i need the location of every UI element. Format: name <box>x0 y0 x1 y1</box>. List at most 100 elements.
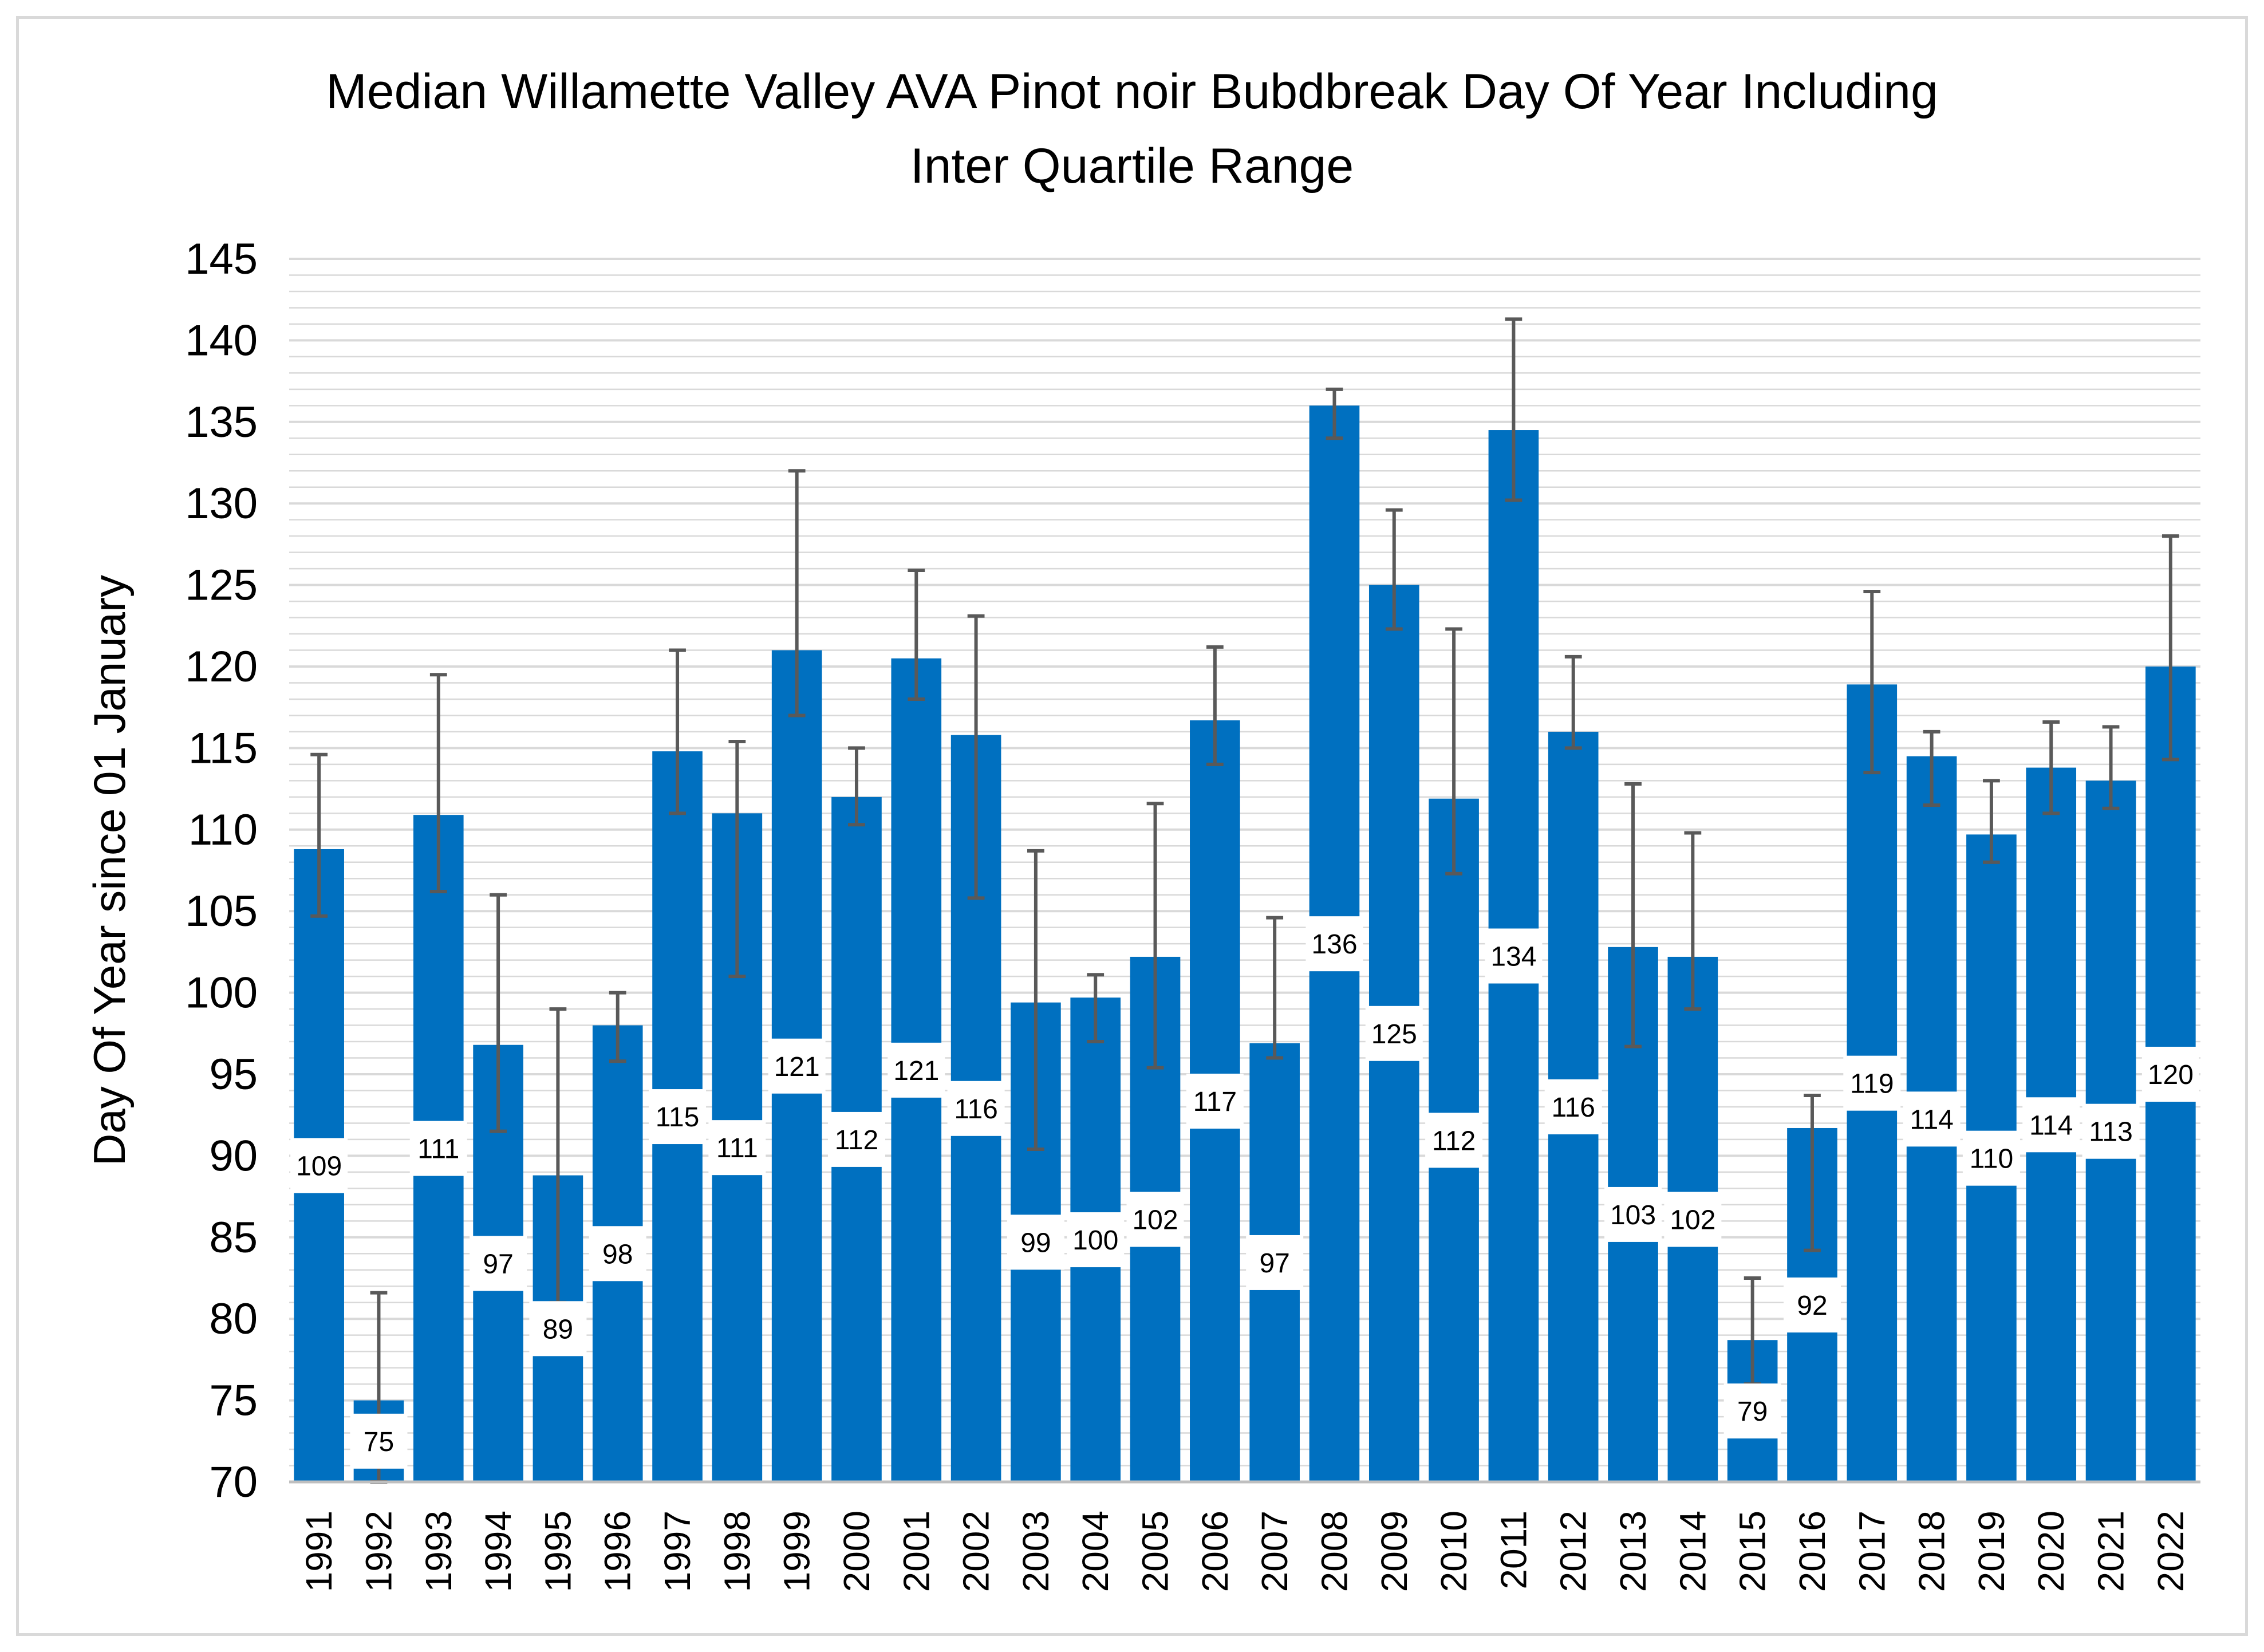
data-label-1996: 98 <box>602 1239 633 1269</box>
data-label-bg-1993 <box>409 1121 467 1176</box>
data-label-2004: 100 <box>1072 1225 1118 1256</box>
data-label-bg-2020 <box>2022 1097 2080 1153</box>
data-label-bg-2011 <box>1485 928 1543 984</box>
x-tick-label-2011: 2011 <box>1493 1511 1534 1590</box>
data-label-bg-2006 <box>1186 1073 1244 1129</box>
data-label-2009: 125 <box>1371 1019 1417 1050</box>
data-label-bg-2017 <box>1843 1055 1901 1111</box>
data-label-bg-2002 <box>947 1081 1005 1136</box>
x-tick-label-1993: 1993 <box>418 1511 459 1592</box>
data-label-bg-2021 <box>2082 1103 2140 1159</box>
data-label-2005: 102 <box>1132 1205 1178 1235</box>
data-label-bg-2005 <box>1126 1192 1184 1247</box>
data-label-bg-1996 <box>589 1226 646 1282</box>
data-label-bg-1994 <box>470 1236 527 1291</box>
data-label-1995: 89 <box>543 1314 573 1345</box>
data-label-bg-2022 <box>2141 1047 2199 1102</box>
x-tick-label-2006: 2006 <box>1194 1511 1236 1592</box>
x-tick-label-2013: 2013 <box>1612 1511 1654 1592</box>
y-tick-label: 125 <box>185 561 258 610</box>
data-label-bg-2014 <box>1664 1192 1722 1247</box>
x-tick-label-1996: 1996 <box>597 1511 638 1592</box>
x-tick-label-2019: 2019 <box>1971 1511 2012 1592</box>
chart-title-line-1: Median Willamette Valley AVA Pinot noir … <box>326 64 1938 119</box>
data-label-2007: 97 <box>1259 1248 1289 1279</box>
data-labels: 109 75 111 97 89 98 115 111 121 112 121 116 99 100 102… <box>290 916 2199 1469</box>
data-label-bg-2000 <box>827 1111 885 1167</box>
axes: 70 75 80 85 90 95 100 105 110 115 120 125 130 135 140 1… <box>185 235 2200 1592</box>
x-tick-label-1991: 1991 <box>298 1511 340 1592</box>
x-tick-label-2003: 2003 <box>1015 1511 1056 1592</box>
x-tick-label-2007: 2007 <box>1254 1511 1295 1592</box>
x-tick-label-2018: 2018 <box>1911 1511 1953 1592</box>
y-tick-label: 120 <box>185 642 258 691</box>
data-label-2010: 112 <box>1432 1126 1476 1156</box>
y-tick-label: 95 <box>209 1050 258 1099</box>
data-label-1997: 115 <box>656 1102 700 1133</box>
data-label-2013: 103 <box>1610 1200 1656 1231</box>
x-tick-label-2015: 2015 <box>1732 1511 1773 1592</box>
data-label-bg-2010 <box>1425 1113 1483 1168</box>
x-tick-label-2010: 2010 <box>1433 1511 1474 1592</box>
x-tick-label-1994: 1994 <box>478 1511 519 1592</box>
y-tick-label: 145 <box>185 235 258 283</box>
data-label-bg-2003 <box>1007 1215 1064 1270</box>
y-tick-label: 80 <box>209 1295 258 1343</box>
data-label-2003: 99 <box>1020 1228 1051 1258</box>
y-tick-label: 90 <box>209 1131 258 1180</box>
data-label-bg-1999 <box>768 1038 826 1094</box>
x-tick-label-2001: 2001 <box>896 1511 937 1592</box>
y-tick-label: 105 <box>185 887 258 936</box>
y-tick-label: 115 <box>188 724 258 772</box>
data-label-2015: 79 <box>1737 1397 1768 1427</box>
data-label-bg-2009 <box>1365 1006 1423 1061</box>
data-label-1993: 111 <box>417 1134 459 1165</box>
x-tick-label-1997: 1997 <box>657 1511 698 1592</box>
data-label-2019: 110 <box>1970 1144 2014 1174</box>
data-label-2017: 119 <box>1850 1069 1894 1099</box>
data-label-2021: 113 <box>2089 1117 2133 1148</box>
x-tick-label-1998: 1998 <box>716 1511 758 1592</box>
data-label-2000: 112 <box>835 1125 879 1156</box>
y-tick-label: 70 <box>209 1458 258 1507</box>
data-label-2014: 102 <box>1670 1205 1715 1235</box>
chart-title: Median Willamette Valley AVA Pinot noir … <box>0 54 2264 203</box>
x-tick-label-1995: 1995 <box>537 1511 578 1592</box>
data-label-2011: 134 <box>1490 942 1536 972</box>
x-tick-label-2005: 2005 <box>1135 1511 1176 1592</box>
data-label-bg-2004 <box>1067 1212 1125 1268</box>
data-label-2002: 116 <box>954 1094 998 1125</box>
data-label-2001: 121 <box>893 1056 939 1086</box>
data-label-bg-1997 <box>649 1089 707 1145</box>
y-tick-label: 110 <box>188 806 258 854</box>
x-tick-label-2020: 2020 <box>2030 1511 2072 1592</box>
data-label-1999: 121 <box>774 1052 820 1082</box>
x-tick-label-2021: 2021 <box>2091 1511 2132 1592</box>
x-tick-label-2004: 2004 <box>1075 1511 1116 1592</box>
data-label-2006: 117 <box>1193 1087 1237 1117</box>
data-label-1992: 75 <box>364 1427 394 1457</box>
x-tick-label-2000: 2000 <box>836 1511 877 1592</box>
y-tick-label: 100 <box>185 969 258 1018</box>
data-label-1994: 97 <box>483 1249 513 1279</box>
data-label-bg-2001 <box>888 1042 945 1098</box>
data-label-1991: 109 <box>296 1151 342 1181</box>
data-label-bg-2007 <box>1246 1235 1304 1290</box>
data-label-bg-1995 <box>529 1301 587 1357</box>
chart-title-line-2: Inter Quartile Range <box>910 139 1354 194</box>
x-tick-label-2022: 2022 <box>2150 1511 2191 1592</box>
data-label-2016: 92 <box>1797 1291 1827 1321</box>
x-tick-label-2009: 2009 <box>1374 1511 1415 1592</box>
data-label-bg-2019 <box>1962 1130 2020 1186</box>
data-label-bg-2018 <box>1903 1091 1961 1147</box>
data-label-2008: 136 <box>1311 929 1357 960</box>
x-tick-label-1999: 1999 <box>776 1511 818 1592</box>
data-label-bg-2012 <box>1544 1079 1602 1134</box>
error-bars <box>310 317 2179 1484</box>
y-tick-label: 140 <box>185 316 258 365</box>
x-tick-label-2012: 2012 <box>1553 1511 1594 1592</box>
y-tick-label: 130 <box>185 479 258 528</box>
data-label-2012: 116 <box>1551 1093 1595 1123</box>
data-label-bg-1991 <box>290 1138 348 1193</box>
